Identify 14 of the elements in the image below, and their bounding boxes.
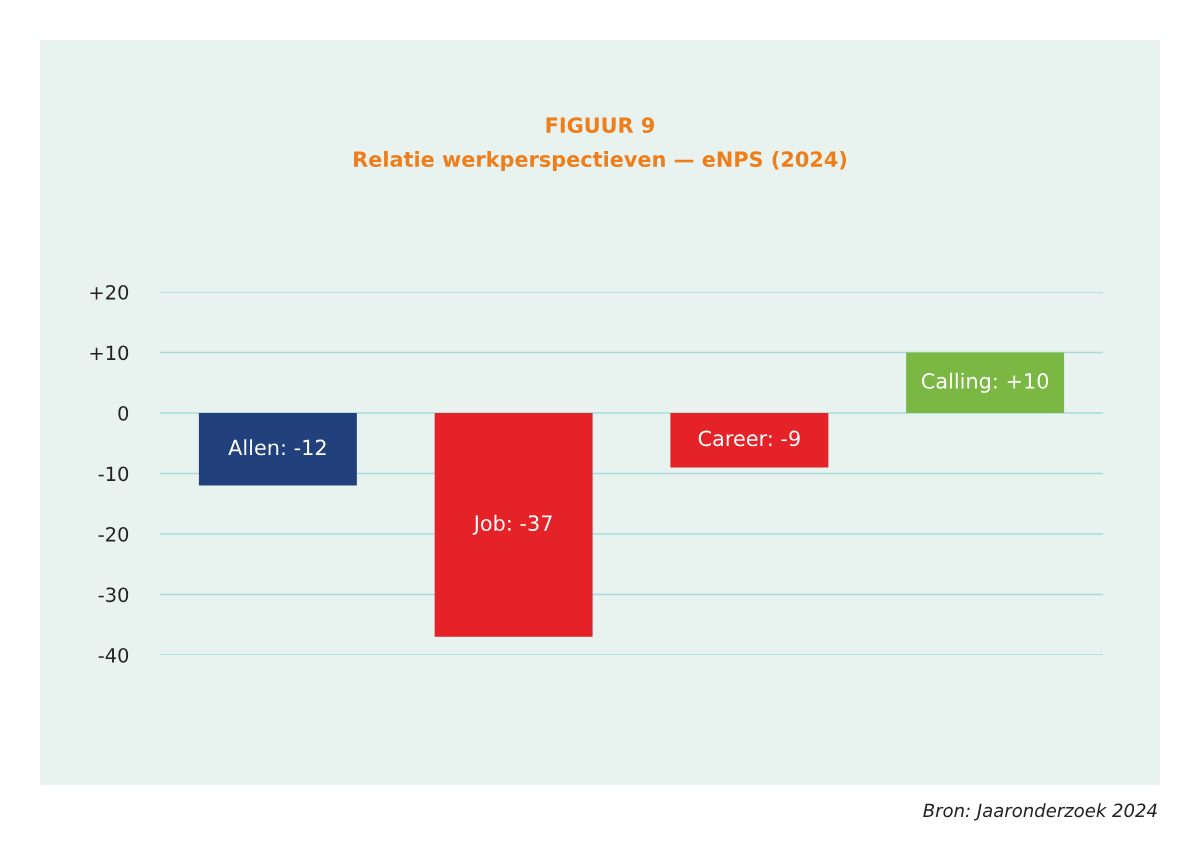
data-label: Calling: +10	[921, 372, 1049, 393]
y-tick-label: -10	[98, 466, 129, 482]
y-tick-label: -40	[98, 647, 129, 663]
chart-title: FIGUUR 9	[546, 117, 655, 134]
y-tick-label: 0	[118, 405, 129, 421]
y-tick-label: -20	[98, 526, 129, 542]
data-label: Allen: -12	[228, 439, 326, 456]
y-tick-label: +20	[90, 284, 129, 300]
chart-subtitle: Relatie werkperspectieven — eNPS (2024)	[354, 150, 847, 172]
y-tick-label: -30	[98, 587, 129, 603]
data-label: Job: -37	[472, 514, 552, 535]
y-tick-label: +10	[90, 345, 129, 361]
data-label: Career: -9	[698, 430, 800, 447]
text: Bron: Jaaronderzoek 2024	[923, 803, 1157, 821]
